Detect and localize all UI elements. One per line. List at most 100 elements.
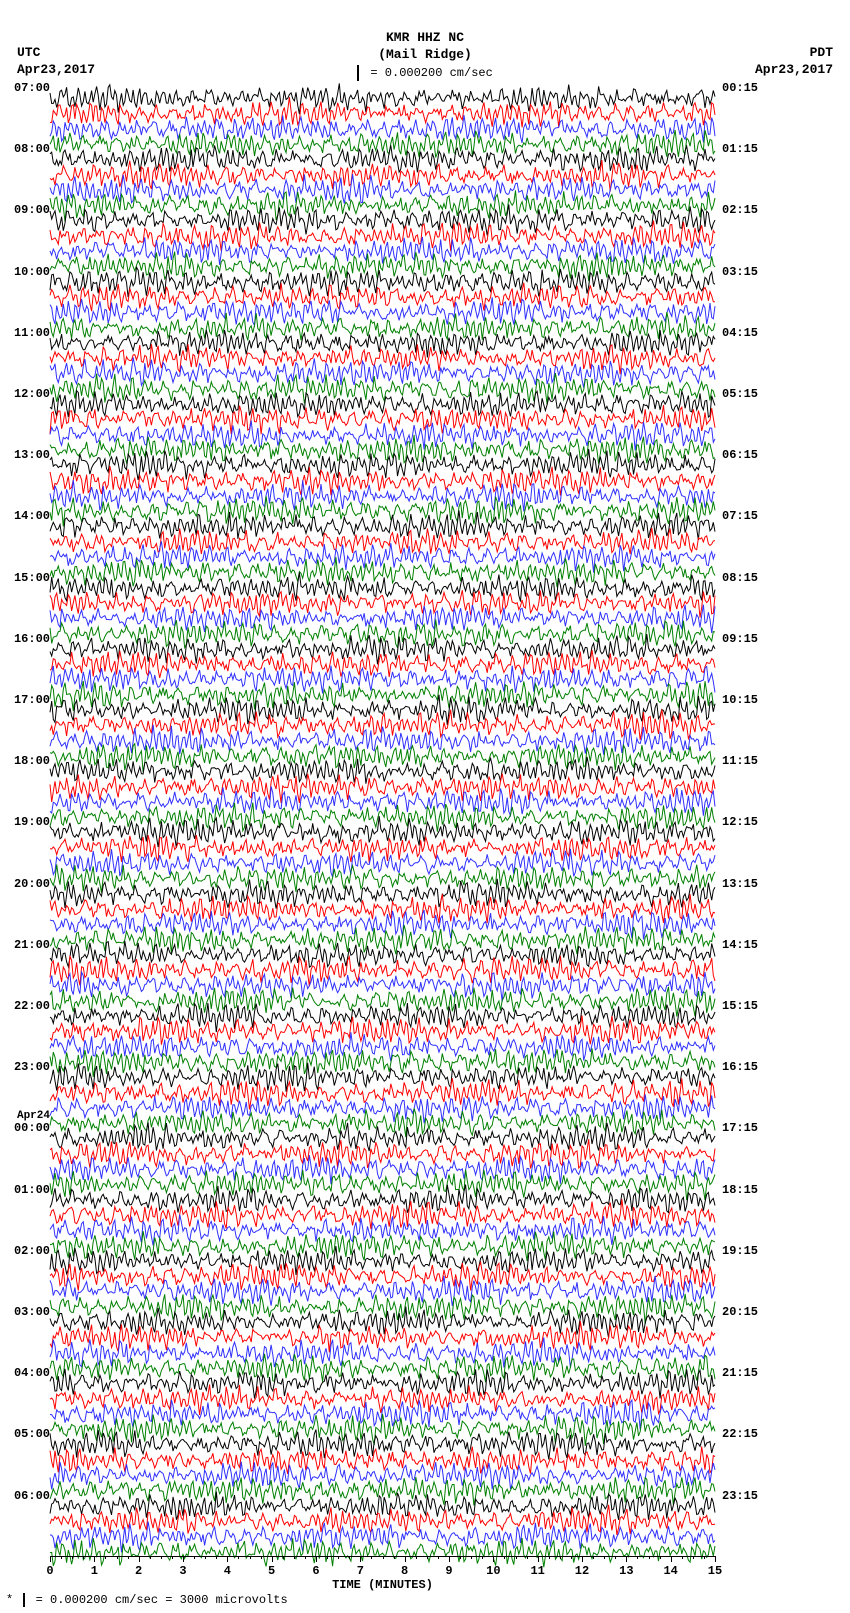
pdt-hour-label: 09:15 [722,633,758,645]
x-major-tick [94,1556,95,1562]
utc-time-labels: 07:0008:0009:0010:0011:0012:0013:0014:00… [10,88,50,1558]
x-minor-tick [660,1556,661,1559]
pdt-hour-label: 03:15 [722,266,758,278]
x-minor-tick [72,1556,73,1559]
utc-hour-label: 19:00 [14,816,50,828]
footer-scale-bar-icon [23,1593,25,1607]
x-tick-label: 9 [445,1564,452,1578]
helicorder-page: UTC Apr23,2017 KMR HHZ NC (Mail Ridge) P… [0,0,850,1613]
pdt-hour-label: 05:15 [722,388,758,400]
utc-hour-label: 09:00 [14,204,50,216]
x-tick-label: 1 [91,1564,98,1578]
x-minor-tick [394,1556,395,1559]
utc-hour-label: 03:00 [14,1306,50,1318]
x-minor-tick [349,1556,350,1559]
scale-bar-icon [357,65,359,81]
x-minor-tick [327,1556,328,1559]
pdt-hour-label: 02:15 [722,204,758,216]
x-major-tick [227,1556,228,1562]
pdt-hour-label: 18:15 [722,1184,758,1196]
seismogram-plot [50,88,715,1558]
x-minor-tick [128,1556,129,1559]
header: UTC Apr23,2017 KMR HHZ NC (Mail Ridge) P… [0,0,850,80]
x-tick-label: 10 [486,1564,500,1578]
utc-hour-label: 05:00 [14,1428,50,1440]
x-major-tick [626,1556,627,1562]
x-minor-tick [527,1556,528,1559]
x-minor-tick [261,1556,262,1559]
utc-hour-label: 17:00 [14,694,50,706]
x-minor-tick [549,1556,550,1559]
x-tick-label: 14 [663,1564,677,1578]
x-major-tick [493,1556,494,1562]
pdt-hour-label: 10:15 [722,694,758,706]
x-minor-tick [383,1556,384,1559]
x-minor-tick [161,1556,162,1559]
scale-indicator: = 0.000200 cm/sec [0,65,850,81]
x-axis-title: TIME (MINUTES) [50,1578,715,1592]
x-minor-tick [693,1556,694,1559]
utc-hour-label: 01:00 [14,1184,50,1196]
scale-text: = 0.000200 cm/sec [370,66,492,80]
utc-hour-label: 22:00 [14,1000,50,1012]
x-tick-label: 7 [357,1564,364,1578]
pdt-hour-label: 20:15 [722,1306,758,1318]
footer-text: = 0.000200 cm/sec = 3000 microvolts [36,1593,288,1607]
x-major-tick [715,1556,716,1562]
x-major-tick [50,1556,51,1562]
x-minor-tick [571,1556,572,1559]
pdt-hour-label: 17:15 [722,1122,758,1134]
x-minor-tick [704,1556,705,1559]
utc-hour-label: 14:00 [14,510,50,522]
pdt-hour-label: 13:15 [722,878,758,890]
x-minor-tick [682,1556,683,1559]
pdt-hour-label: 22:15 [722,1428,758,1440]
pdt-hour-label: 06:15 [722,449,758,461]
x-minor-tick [150,1556,151,1559]
x-minor-tick [560,1556,561,1559]
utc-hour-label: 12:00 [14,388,50,400]
pdt-time-labels: 00:1501:1502:1503:1504:1505:1506:1507:15… [722,88,762,1558]
pdt-hour-label: 23:15 [722,1490,758,1502]
x-tick-label: 15 [708,1564,722,1578]
x-minor-tick [194,1556,195,1559]
pdt-hour-label: 15:15 [722,1000,758,1012]
header-center: KMR HHZ NC (Mail Ridge) [0,30,850,64]
x-major-tick [582,1556,583,1562]
x-axis: TIME (MINUTES) 0123456789101112131415 [50,1556,715,1596]
x-minor-tick [482,1556,483,1559]
utc-hour-label: 23:00 [14,1061,50,1073]
x-minor-tick [371,1556,372,1559]
x-minor-tick [205,1556,206,1559]
pdt-hour-label: 19:15 [722,1245,758,1257]
x-tick-label: 11 [530,1564,544,1578]
pdt-hour-label: 21:15 [722,1367,758,1379]
utc-hour-label: 08:00 [14,143,50,155]
x-minor-tick [250,1556,251,1559]
x-major-tick [671,1556,672,1562]
pdt-hour-label: 16:15 [722,1061,758,1073]
utc-hour-label: 00:00 [14,1122,50,1134]
utc-hour-label: 21:00 [14,939,50,951]
utc-hour-label: 18:00 [14,755,50,767]
footer-scale: * = 0.000200 cm/sec = 3000 microvolts [6,1593,288,1607]
footer-prefix: * [6,1593,20,1607]
x-major-tick [449,1556,450,1562]
x-minor-tick [471,1556,472,1559]
x-tick-label: 0 [46,1564,53,1578]
x-minor-tick [305,1556,306,1559]
pdt-hour-label: 11:15 [722,755,758,767]
x-minor-tick [593,1556,594,1559]
x-minor-tick [83,1556,84,1559]
utc-hour-label: 04:00 [14,1367,50,1379]
pdt-hour-label: 14:15 [722,939,758,951]
x-minor-tick [216,1556,217,1559]
x-minor-tick [438,1556,439,1559]
x-major-tick [360,1556,361,1562]
pdt-hour-label: 07:15 [722,510,758,522]
pdt-hour-label: 00:15 [722,82,758,94]
utc-hour-label: 11:00 [14,327,50,339]
station-name: (Mail Ridge) [0,47,850,64]
x-minor-tick [516,1556,517,1559]
utc-hour-label: 13:00 [14,449,50,461]
